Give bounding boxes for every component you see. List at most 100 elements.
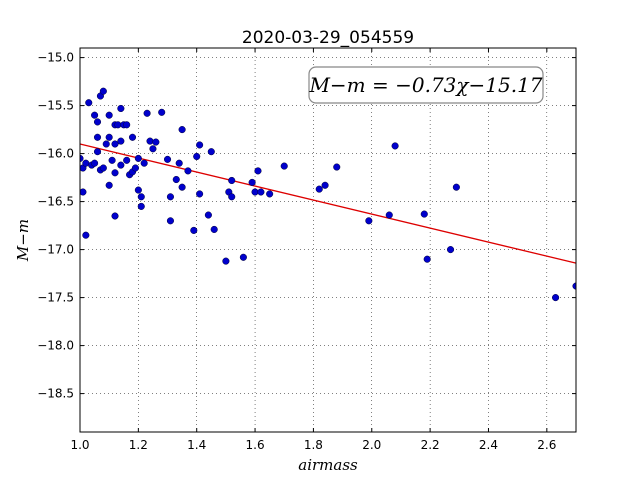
y-tick-label: −16.0	[37, 147, 74, 161]
data-point	[257, 188, 265, 196]
data-point	[140, 159, 148, 167]
data-point	[228, 193, 236, 201]
fit-line	[79, 143, 577, 264]
x-tick-label: 2.4	[479, 438, 498, 452]
grid-lines	[80, 48, 576, 432]
data-point	[99, 87, 107, 95]
x-tick-label: 1.8	[304, 438, 323, 452]
data-point	[239, 253, 247, 261]
data-point	[166, 217, 174, 225]
data-point	[552, 294, 560, 302]
data-point	[152, 138, 160, 146]
y-tick-label: −15.5	[37, 99, 74, 113]
data-point	[158, 108, 166, 116]
data-point	[196, 141, 204, 149]
data-point	[123, 121, 131, 129]
data-point	[266, 190, 274, 198]
data-point	[80, 188, 87, 196]
data-point	[333, 163, 341, 171]
data-point	[102, 140, 110, 148]
data-point	[134, 154, 142, 162]
fit-equation: M−m = −0.73χ−15.17	[308, 73, 542, 97]
data-point	[210, 225, 218, 233]
data-point	[85, 99, 93, 107]
data-point	[228, 176, 236, 185]
x-tick-label: 1.4	[187, 438, 206, 452]
data-point	[391, 142, 399, 150]
x-tick-label: 2.0	[362, 438, 381, 452]
data-point	[184, 167, 192, 175]
x-tick-label: 2.6	[537, 438, 556, 452]
data-point	[105, 181, 113, 189]
data-point	[423, 255, 431, 263]
data-point	[146, 137, 154, 145]
plot-frame	[79, 47, 577, 433]
data-point	[111, 169, 119, 177]
data-point	[321, 181, 329, 189]
data-point	[131, 164, 139, 172]
data-point	[123, 156, 131, 164]
x-axis-label: airmass	[298, 456, 358, 474]
data-point	[572, 282, 576, 290]
data-point	[117, 104, 125, 113]
data-point	[137, 202, 145, 210]
data-point	[280, 162, 288, 170]
data-point	[82, 231, 90, 239]
y-tick-label: −15.0	[37, 51, 74, 65]
data-points	[80, 87, 576, 302]
data-point	[111, 140, 119, 148]
data-point	[99, 164, 107, 172]
equation-box-frame	[308, 66, 544, 104]
y-tick-label: −18.0	[37, 339, 74, 353]
y-tick-label: −16.5	[37, 195, 74, 209]
data-point	[248, 178, 256, 186]
data-point	[254, 167, 262, 175]
data-point	[108, 156, 116, 164]
data-point	[117, 137, 125, 145]
data-point	[207, 148, 215, 156]
data-point	[385, 211, 393, 219]
data-point	[204, 211, 212, 219]
data-point	[117, 161, 125, 169]
axis-ticks: 1.0 1.2 1.4 1.6 1.8 2.0 2.2 2.4 2.6 −15.0 −15.5 −16…	[37, 48, 576, 452]
data-point	[190, 226, 198, 234]
y-tick-label: −18.5	[37, 387, 74, 401]
data-point	[111, 212, 119, 220]
fit-line-group	[79, 143, 577, 264]
data-point	[105, 111, 113, 119]
data-point	[178, 126, 186, 134]
data-point	[446, 246, 455, 254]
data-point	[420, 210, 428, 218]
data-point	[143, 109, 151, 117]
data-point	[93, 118, 102, 126]
data-point	[134, 186, 142, 194]
equation-box: M−m = −0.73χ−15.17	[308, 66, 544, 104]
data-point	[163, 155, 172, 163]
data-point	[172, 175, 180, 184]
data-point	[93, 133, 102, 141]
y-tick-label: −17.0	[37, 243, 74, 257]
x-tick-label: 1.0	[70, 438, 89, 452]
chart-title: 2020-03-29_054559	[242, 28, 414, 48]
data-point	[105, 133, 113, 141]
data-point	[128, 133, 137, 141]
data-point	[365, 217, 373, 225]
data-point	[91, 111, 99, 119]
data-point	[149, 145, 157, 153]
x-tick-label: 1.6	[246, 438, 265, 452]
data-point	[193, 152, 201, 161]
data-point	[175, 159, 183, 167]
data-point	[196, 190, 204, 198]
data-point	[452, 183, 460, 191]
data-point	[166, 193, 174, 201]
y-axis-label: M−m	[14, 219, 32, 262]
data-point	[178, 183, 186, 191]
data-point	[80, 154, 84, 162]
data-point	[91, 159, 99, 167]
data-point	[137, 193, 145, 201]
data-point	[222, 257, 230, 265]
data-point	[315, 185, 323, 193]
x-tick-label: 1.2	[129, 438, 148, 452]
x-tick-label: 2.2	[421, 438, 440, 452]
